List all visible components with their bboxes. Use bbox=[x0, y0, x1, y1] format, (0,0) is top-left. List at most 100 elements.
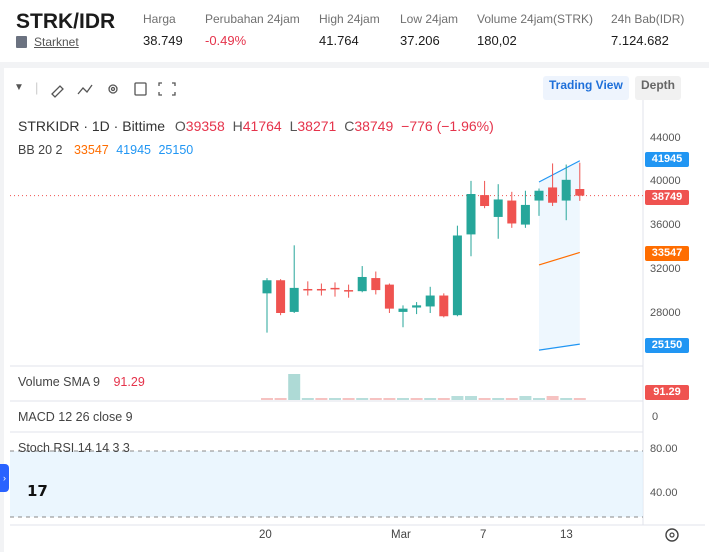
pair-name-link[interactable]: Starknet bbox=[34, 35, 79, 49]
candle-body bbox=[520, 204, 530, 225]
candle-body bbox=[344, 290, 354, 292]
price-tick: 28000 bbox=[650, 307, 681, 319]
time-tick: 13 bbox=[560, 529, 573, 541]
candle-body bbox=[507, 200, 517, 224]
volume-bar bbox=[356, 398, 369, 400]
last-price-tag: 38749 bbox=[645, 190, 689, 205]
candle-body bbox=[561, 179, 571, 201]
volume-bar bbox=[369, 398, 382, 400]
candle-body bbox=[303, 288, 313, 291]
volume-bar bbox=[410, 398, 423, 400]
candle-body bbox=[330, 287, 340, 290]
volume-bar bbox=[533, 398, 545, 400]
tradingview-logo: 𝟭𝟳 bbox=[27, 483, 48, 500]
time-tick: Mar bbox=[391, 529, 411, 541]
volume-bar bbox=[560, 398, 573, 400]
candle-body bbox=[575, 189, 585, 196]
bb-upper-tag: 41945 bbox=[645, 152, 689, 167]
volume-bar bbox=[573, 398, 586, 400]
price-tick: 40000 bbox=[650, 175, 681, 187]
volume-tag: 91.29 bbox=[645, 385, 689, 400]
ohlc-h-label: H bbox=[232, 118, 243, 134]
stat-value-low: 37.206 bbox=[400, 33, 440, 48]
macd-axis-zero: 0 bbox=[652, 411, 659, 423]
symbol-title: STRKIDR · 1D · Bittime bbox=[18, 118, 166, 134]
pair-title: STRK/IDR bbox=[16, 10, 116, 33]
candle-body bbox=[480, 195, 490, 207]
macd-label: MACD 12 26 close 9 bbox=[18, 410, 133, 424]
time-tick: 7 bbox=[480, 529, 487, 541]
bb-lower-line bbox=[538, 343, 580, 351]
candle-body bbox=[452, 235, 462, 316]
time-tick: 20 bbox=[259, 529, 272, 541]
bb-lower-value: 25150 bbox=[158, 143, 194, 157]
document-icon bbox=[16, 36, 27, 48]
stoch-band bbox=[10, 451, 643, 517]
volume-bar bbox=[505, 398, 518, 400]
candle-body bbox=[384, 284, 394, 309]
stoch-rsi-label: Stoch RSI 14 14 3 3 bbox=[18, 441, 130, 455]
expand-sidebar-button[interactable]: › bbox=[0, 464, 9, 492]
candle-body bbox=[398, 308, 408, 312]
market-header: STRK/IDR Starknet Harga 38.749 Perubahan… bbox=[0, 0, 709, 62]
price-tick: 32000 bbox=[650, 263, 681, 275]
candle-body bbox=[493, 199, 503, 217]
volume-bar bbox=[329, 398, 341, 400]
volume-bar bbox=[465, 396, 477, 400]
tab-trading-view[interactable]: Trading View bbox=[543, 76, 629, 100]
candle-body bbox=[316, 288, 326, 291]
volume-bar bbox=[261, 398, 273, 400]
volume-bar bbox=[519, 396, 532, 400]
bollinger-fill bbox=[539, 160, 580, 351]
ohlc-c-value: 38749 bbox=[354, 118, 394, 134]
stat-label-high: High 24jam bbox=[319, 12, 380, 26]
ohlc-change: −776 (−1.96%) bbox=[401, 118, 494, 134]
ohlc-o-label: O bbox=[174, 118, 186, 134]
bb-upper-line bbox=[538, 160, 581, 183]
price-tick: 36000 bbox=[650, 219, 681, 231]
volume-bar bbox=[478, 398, 491, 400]
stat-label-change: Perubahan 24jam bbox=[205, 12, 300, 26]
ohlc-c-label: C bbox=[344, 118, 355, 134]
volume-bar bbox=[342, 398, 355, 400]
candle-body bbox=[439, 295, 449, 317]
toolbar-divider: | bbox=[35, 80, 39, 95]
stat-label-volume: Volume 24jam(STRK) bbox=[477, 12, 594, 26]
tab-depth[interactable]: Depth bbox=[635, 76, 681, 100]
candle-body bbox=[276, 280, 286, 313]
candle-body bbox=[466, 194, 476, 235]
candle-body bbox=[262, 280, 272, 294]
stat-value-change: -0.49% bbox=[205, 33, 247, 48]
bb-mid-tag: 33547 bbox=[645, 246, 689, 261]
bb-lower-tag: 25150 bbox=[645, 338, 689, 353]
ohlc-l-value: 38271 bbox=[297, 118, 337, 134]
volume-bar bbox=[315, 398, 328, 400]
stat-value-volume: 180,02 bbox=[477, 33, 517, 48]
stat-value-turnover: 7.124.682 bbox=[611, 33, 669, 48]
candle-body bbox=[412, 305, 422, 308]
stat-label-turnover: 24h Bab(IDR) bbox=[611, 12, 685, 26]
stat-label-price: Harga bbox=[143, 12, 176, 26]
volume-bar bbox=[437, 398, 450, 400]
ohlc-o-value: 39358 bbox=[185, 118, 225, 134]
ohlc-l-label: L bbox=[289, 118, 298, 134]
volume-bar bbox=[383, 398, 396, 400]
volume-value: 91.29 bbox=[113, 375, 145, 389]
candle-body bbox=[548, 187, 558, 203]
price-tick: 44000 bbox=[650, 132, 681, 144]
volume-bar bbox=[274, 398, 287, 400]
volume-label: Volume SMA 9 bbox=[18, 375, 100, 389]
dropdown-icon[interactable]: ▼ bbox=[14, 82, 24, 93]
candle-body bbox=[425, 295, 435, 307]
volume-bar bbox=[546, 396, 559, 400]
bb-mid-value: 33547 bbox=[73, 143, 109, 157]
candle-body bbox=[534, 190, 544, 201]
stat-label-low: Low 24jam bbox=[400, 12, 459, 26]
stoch-axis-upper: 80.00 bbox=[650, 443, 678, 455]
volume-bar bbox=[397, 398, 409, 400]
volume-bar bbox=[451, 396, 464, 400]
volume-bar bbox=[492, 398, 505, 400]
bb-label: BB 20 2 bbox=[18, 143, 63, 157]
stat-value-high: 41.764 bbox=[319, 33, 359, 48]
